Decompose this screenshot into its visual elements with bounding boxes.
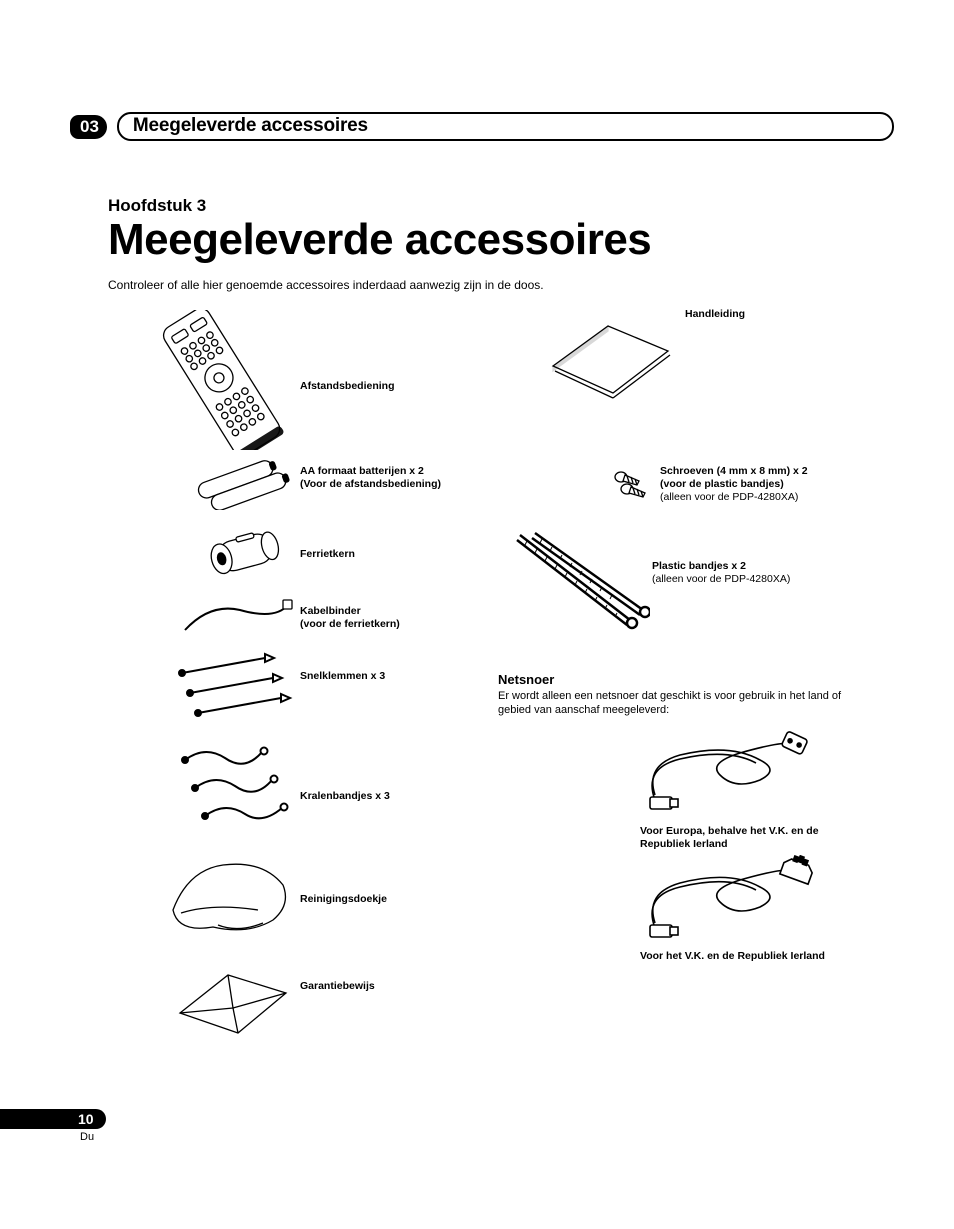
item-warranty: Garantiebewijs <box>165 962 375 1042</box>
screws-sub: (voor de plastic bandjes) <box>660 478 808 491</box>
cord-uk-caption: Voor het V.K. en de Republiek Ierland <box>640 950 840 963</box>
cord-eu-caption: Voor Europa, behalve het V.K. en de Repu… <box>640 825 840 850</box>
batteries-sub: (Voor de afstandsbediening) <box>300 478 441 491</box>
netsnoer-body: Er wordt alleen een netsnoer dat geschik… <box>498 689 868 718</box>
cord-uk-icon <box>640 855 840 950</box>
header-title: Meegeleverde accessoires <box>133 115 878 137</box>
plastic-bands-label: Plastic bandjes x 2 <box>652 560 790 573</box>
page-header: 03 Meegeleverde accessoires <box>70 112 894 141</box>
item-remote: Afstandsbediening <box>150 310 395 450</box>
speed-clamps-icon <box>170 648 300 723</box>
warranty-label: Garantiebewijs <box>300 980 375 993</box>
cleaning-cloth-icon <box>160 855 300 940</box>
batteries-icon <box>185 455 300 510</box>
item-speed-clamps: Snelklemmen x 3 <box>170 648 385 723</box>
screws-icon <box>610 465 660 500</box>
item-manual: Handleiding <box>530 308 745 408</box>
chapter-label: Hoofdstuk 3 <box>108 196 206 216</box>
main-title: Meegeleverde accessoires <box>108 215 651 265</box>
item-ferrite: Ferrietkern <box>195 523 355 583</box>
page: 03 Meegeleverde accessoires Hoofdstuk 3 … <box>0 0 954 1229</box>
netsnoer-heading: Netsnoer <box>498 672 554 687</box>
ferrite-icon <box>195 523 300 583</box>
ferrite-label: Ferrietkern <box>300 548 355 561</box>
screws-note: (alleen voor de PDP-4280XA) <box>660 491 808 504</box>
cable-tie-icon <box>180 595 300 640</box>
page-number-badge: 10 <box>0 1109 106 1129</box>
batteries-label: AA formaat batterijen x 2 <box>300 465 441 478</box>
item-batteries: AA formaat batterijen x 2 (Voor de afsta… <box>185 455 441 510</box>
item-screws: Schroeven (4 mm x 8 mm) x 2 (voor de pla… <box>610 465 808 504</box>
manual-icon <box>530 308 685 408</box>
speed-clamps-label: Snelklemmen x 3 <box>300 670 385 683</box>
manual-label: Handleiding <box>685 308 745 321</box>
cable-tie-sub: (voor de ferrietkern) <box>300 618 400 631</box>
bead-bands-label: Kralenbandjes x 3 <box>300 790 390 803</box>
intro-text: Controleer of alle hier genoemde accesso… <box>108 278 544 292</box>
cable-tie-label: Kabelbinder <box>300 605 400 618</box>
chapter-number-badge: 03 <box>70 115 107 139</box>
remote-icon <box>150 310 300 450</box>
cord-eu: Voor Europa, behalve het V.K. en de Repu… <box>640 725 840 850</box>
cord-uk: Voor het V.K. en de Republiek Ierland <box>640 855 840 963</box>
item-cleaning-cloth: Reinigingsdoekje <box>160 855 387 940</box>
header-title-capsule: Meegeleverde accessoires <box>117 112 894 141</box>
language-code: Du <box>80 1131 94 1143</box>
item-cable-tie: Kabelbinder (voor de ferrietkern) <box>180 595 400 640</box>
plastic-bands-note: (alleen voor de PDP-4280XA) <box>652 573 790 586</box>
cleaning-cloth-label: Reinigingsdoekje <box>300 893 387 906</box>
item-bead-bands: Kralenbandjes x 3 <box>170 740 390 825</box>
plastic-bands-icon <box>502 522 652 652</box>
item-plastic-bands: Plastic bandjes x 2 (alleen voor de PDP-… <box>502 522 790 652</box>
cord-eu-icon <box>640 725 840 825</box>
remote-label: Afstandsbediening <box>300 380 395 393</box>
screws-label: Schroeven (4 mm x 8 mm) x 2 <box>660 465 808 478</box>
warranty-icon <box>165 962 300 1042</box>
bead-bands-icon <box>170 740 300 825</box>
